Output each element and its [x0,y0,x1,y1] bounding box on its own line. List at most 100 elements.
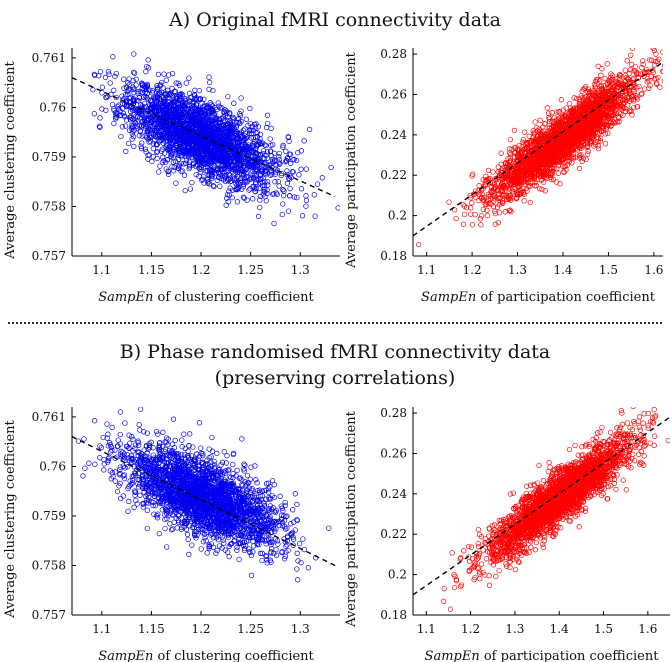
data-point [576,96,583,102]
data-point [279,211,285,218]
data-point [247,186,253,192]
data-point [264,149,271,155]
data-point [255,124,262,130]
data-point [129,103,135,109]
data-point [626,108,632,114]
data-point [630,104,637,111]
data-point [234,185,240,192]
data-point [196,87,203,94]
data-point [627,67,634,73]
data-point [227,140,233,146]
data-point [113,70,119,77]
data-point [176,109,182,115]
data-point [481,197,487,203]
data-point [495,219,501,226]
data-point [205,112,212,118]
data-point [512,149,519,155]
data-point [162,102,169,108]
data-point [206,120,212,127]
data-point [303,193,309,199]
data-point [591,133,597,139]
data-point [138,80,145,86]
data-point [597,138,604,144]
data-point [168,153,174,159]
data-point [522,149,528,156]
data-point [173,147,180,154]
data-point [208,172,215,178]
data-point [622,67,628,73]
data-point [241,181,247,187]
data-point [288,174,294,181]
x-axis-label: SampEn of clustering coefficient [98,290,314,305]
data-point [237,177,244,183]
data-point [227,166,234,172]
data-point [186,153,192,159]
data-point [598,72,604,78]
data-point [197,166,203,172]
data-point [240,168,246,175]
data-point [219,158,225,164]
data-point [229,129,235,135]
data-point [296,172,302,178]
data-point [187,98,193,104]
data-point [644,79,650,85]
data-point [510,191,517,197]
data-point [214,177,220,183]
data-point [217,183,223,189]
data-point [536,169,542,175]
data-point [159,159,166,166]
data-point [226,111,233,117]
data-point [250,142,256,149]
data-point [522,129,528,135]
data-point [206,179,212,185]
data-point [178,91,184,97]
data-point [611,120,617,126]
data-point [553,179,559,185]
data-point [167,117,173,123]
data-point [647,82,653,89]
data-point [197,126,203,132]
data-point [187,186,194,192]
data-point [186,165,192,172]
data-point [145,116,151,122]
data-point [171,164,177,170]
data-point [285,134,291,141]
x-tick-label: 1.25 [237,263,264,277]
data-point [187,111,193,117]
data-point [202,156,208,163]
data-point [549,110,555,116]
data-point [616,115,622,121]
data-point [532,183,538,189]
data-point [246,187,252,193]
data-point [629,48,636,51]
data-point [446,199,452,205]
data-point [293,157,300,164]
data-point [131,51,137,57]
data-point [96,123,103,129]
data-point [635,71,642,77]
data-point [123,148,129,155]
data-point [272,171,278,177]
data-point [270,160,276,166]
data-point [256,177,262,183]
data-point [314,181,321,187]
data-point [472,212,478,218]
data-point [175,146,181,153]
data-point [105,69,112,75]
data-point [147,127,153,133]
data-point [213,128,219,135]
data-point [298,148,305,154]
data-point [238,180,244,186]
data-point [547,174,554,181]
data-point [208,117,215,123]
data-point [495,164,501,170]
data-point [284,180,291,187]
data-point [127,117,134,123]
data-point [627,107,634,113]
data-point [280,201,286,207]
data-point [271,220,277,227]
data-point [517,187,524,194]
data-point [163,135,169,141]
data-point [539,172,546,178]
data-point [176,152,182,158]
